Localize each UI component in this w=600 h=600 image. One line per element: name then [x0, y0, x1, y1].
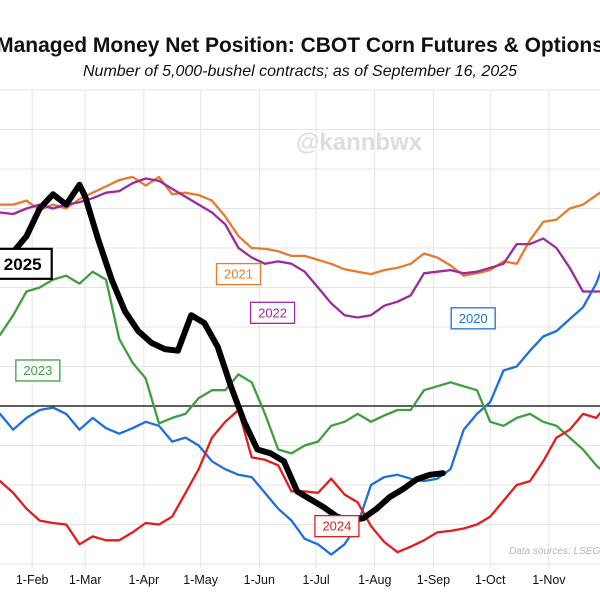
watermark: @kannbwx	[296, 129, 423, 156]
x-tick-label: 1-Aug	[358, 573, 391, 587]
x-tick-label: 1-Jun	[244, 573, 275, 587]
series-label-2023: 2023	[15, 359, 61, 382]
chart-subtitle: Number of 5,000-bushel contracts; as of …	[83, 63, 517, 80]
x-tick-label: 1-Apr	[129, 573, 160, 587]
series-label-box-2020	[450, 307, 496, 330]
series-label-box-2021	[215, 262, 262, 286]
series-line-2023	[0, 270, 600, 471]
series-label-box-2024	[314, 514, 360, 538]
series-line-2020	[0, 270, 600, 556]
series-label-box-2023	[15, 359, 61, 382]
series-line-2024	[0, 408, 600, 554]
series-label-2025: 2025	[0, 247, 53, 280]
x-tick-label: 1-Mar	[69, 573, 102, 587]
x-tick-label: 1-Sep	[417, 573, 450, 587]
series-label-text-2020: 2020	[459, 311, 488, 326]
series-label-2021: 2021	[215, 262, 262, 286]
series-lines	[0, 175, 600, 556]
series-label-text-2025: 2025	[4, 255, 42, 274]
x-tick-label: 1-Feb	[16, 573, 49, 587]
series-label-text-2022: 2022	[258, 305, 287, 320]
x-axis-ticks: 1-Feb 1-Mar 1-Apr 1-May 1-Jun 1-Jul 1-Aug 1-Sep…	[16, 573, 566, 587]
series-label-2022: 2022	[249, 301, 296, 324]
series-labels: 2025 2021 2022 2020 2023 2024	[0, 247, 496, 538]
series-label-box-2022	[249, 301, 296, 324]
series-label-2020: 2020	[450, 307, 496, 330]
series-label-2024: 2024	[314, 514, 360, 538]
series-line-2025	[0, 181, 446, 524]
x-tick-label: 1-Nov	[532, 573, 566, 587]
x-tick-label: 1-Jul	[303, 573, 330, 587]
series-label-box-2025	[0, 247, 53, 280]
series-label-text-2021: 2021	[224, 267, 253, 282]
chart-title: Managed Money Net Position: CBOT Corn Fu…	[0, 34, 600, 57]
x-tick-label: 1-Oct	[475, 573, 506, 587]
series-label-text-2023: 2023	[23, 363, 52, 378]
series-line-2022	[0, 177, 600, 319]
data-source: Data sources: LSEG W	[509, 546, 600, 557]
series-label-text-2024: 2024	[322, 519, 351, 534]
x-tick-label: 1-May	[183, 573, 218, 587]
